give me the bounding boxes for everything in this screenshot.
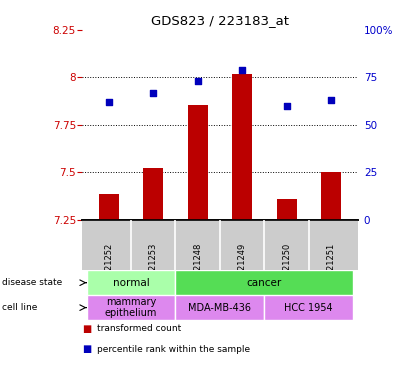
Bar	[143, 168, 163, 220]
Bar	[99, 194, 119, 220]
Text: mammary
epithelium: mammary epithelium	[105, 297, 157, 318]
Text: ■: ■	[82, 324, 92, 334]
Text: cancer: cancer	[247, 278, 282, 288]
Point	[328, 97, 334, 103]
Point	[239, 67, 245, 73]
Bar	[175, 270, 353, 295]
Bar	[277, 199, 296, 220]
Text: ■: ■	[82, 344, 92, 354]
Text: GSM21248: GSM21248	[193, 243, 202, 288]
Text: GSM21253: GSM21253	[149, 243, 158, 288]
Point	[150, 90, 157, 96]
Text: GSM21251: GSM21251	[326, 243, 335, 288]
Point	[283, 103, 290, 109]
Text: cell line: cell line	[2, 303, 37, 312]
Bar	[321, 172, 341, 220]
Text: GSM21249: GSM21249	[238, 243, 247, 288]
Bar	[87, 295, 175, 320]
Text: HCC 1954: HCC 1954	[284, 303, 333, 313]
Text: GSM21252: GSM21252	[104, 243, 113, 288]
Text: percentile rank within the sample: percentile rank within the sample	[97, 345, 250, 354]
Text: GSM21250: GSM21250	[282, 243, 291, 288]
Text: normal: normal	[113, 278, 150, 288]
Bar	[175, 295, 264, 320]
Text: disease state: disease state	[2, 278, 62, 287]
Bar	[188, 105, 208, 220]
Bar	[232, 74, 252, 220]
Text: transformed count: transformed count	[97, 324, 181, 333]
Bar	[264, 295, 353, 320]
Bar	[87, 270, 175, 295]
Title: GDS823 / 223183_at: GDS823 / 223183_at	[151, 15, 289, 27]
Text: MDA-MB-436: MDA-MB-436	[188, 303, 252, 313]
Point	[106, 99, 112, 105]
Point	[194, 78, 201, 84]
